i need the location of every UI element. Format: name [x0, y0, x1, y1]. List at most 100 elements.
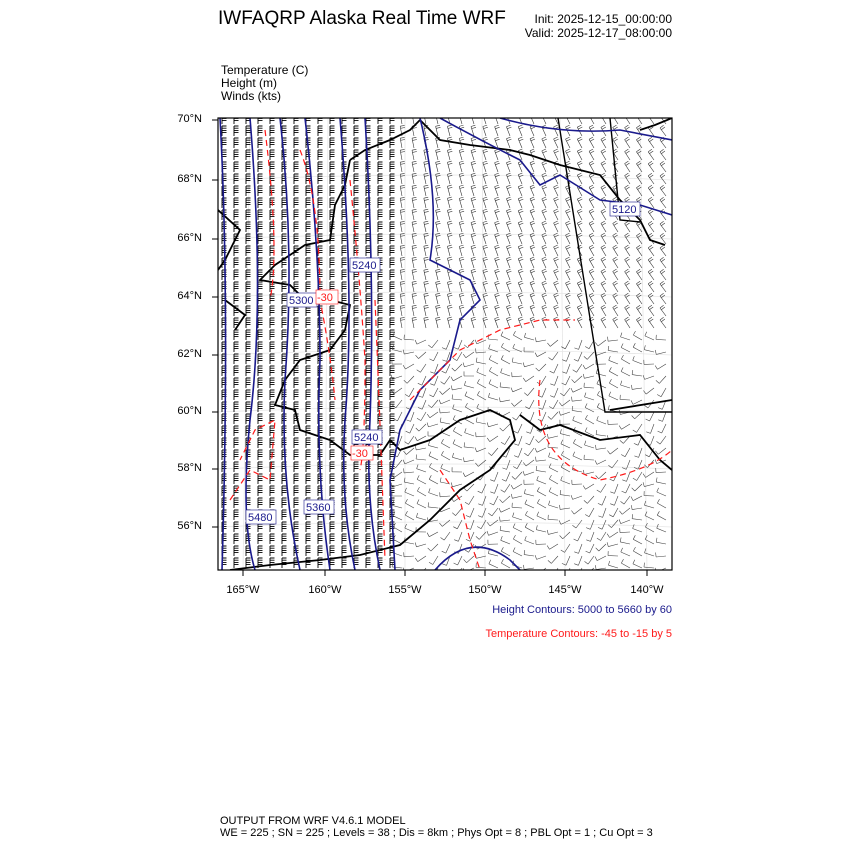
wind-barb: [470, 244, 477, 257]
wind-barb: [525, 435, 535, 446]
wind-barb: [596, 416, 607, 425]
wind-barb: [618, 423, 631, 430]
wind-barb: [452, 351, 463, 361]
wind-barb: [399, 257, 406, 269]
border: [557, 118, 672, 413]
height-contour-label: 5240: [354, 432, 378, 444]
wind-barb: [452, 452, 463, 461]
wind-barb: [510, 483, 523, 490]
wind-barb: [482, 256, 488, 269]
wind-barb: [233, 257, 239, 268]
wind-barb: [317, 305, 323, 316]
height-contour-legend: Height Contours: 5000 to 5660 by 60: [492, 604, 672, 616]
wind-barb: [353, 221, 359, 232]
wind-barb: [399, 245, 406, 257]
wind-barb: [608, 367, 619, 377]
wind-barb: [588, 244, 595, 257]
wind-barb: [365, 281, 371, 292]
wind-barb: [577, 304, 583, 317]
wind-barb: [269, 533, 275, 544]
wind-barb: [403, 447, 415, 455]
wind-barb: [245, 341, 251, 352]
wind-barb: [483, 118, 487, 125]
footer-model: OUTPUT FROM WRF V4.6.1 MODEL: [220, 815, 406, 827]
wind-barb: [643, 387, 655, 395]
wind-barb: [511, 399, 523, 407]
wind-barb: [462, 351, 475, 358]
wind-barb: [245, 137, 251, 148]
wind-barb: [529, 316, 536, 329]
wind-barb: [428, 441, 439, 449]
wind-barb: [447, 124, 453, 137]
wind-barb: [281, 485, 287, 496]
wind-barb: [659, 257, 667, 269]
wind-barb: [624, 148, 631, 161]
wind-barb: [597, 519, 607, 530]
wind-barb: [233, 125, 239, 136]
wind-barb: [571, 405, 583, 413]
wind-barb: [565, 304, 571, 317]
wind-barb: [281, 365, 287, 376]
wind-barb: [317, 377, 323, 388]
wind-barb: [257, 533, 263, 544]
wind-barb: [547, 442, 559, 449]
wind-barb: [470, 268, 477, 281]
wind-barb: [458, 304, 465, 317]
wind-barb: [423, 244, 429, 257]
wind-barb: [632, 423, 643, 433]
wind-barb: [435, 184, 441, 197]
wind-barb: [541, 160, 548, 173]
wind-barb: [377, 221, 383, 232]
wind-barb: [293, 209, 299, 220]
wind-barb: [365, 329, 371, 340]
wind-barb: [659, 245, 667, 257]
wind-barb: [574, 339, 583, 350]
wind-barb: [281, 197, 287, 208]
wind-barb: [305, 353, 311, 364]
wind-barb: [450, 375, 463, 382]
wind-barb: [353, 137, 359, 148]
wind-barb: [329, 473, 335, 484]
wind-barb: [257, 341, 263, 352]
wind-barb: [584, 555, 595, 565]
wind-barb: [439, 492, 451, 498]
wind-barb: [233, 557, 239, 568]
wind-barb: [553, 292, 559, 305]
wind-barb: [377, 521, 383, 532]
wind-barb: [470, 148, 477, 161]
wind-barb: [269, 149, 275, 160]
wind-barb: [547, 433, 559, 439]
wind-barb: [512, 512, 523, 521]
wind-barb: [269, 389, 275, 400]
wind-barb: [462, 362, 475, 368]
wind-barb: [233, 293, 239, 304]
wind-barb: [430, 375, 439, 386]
wind-barb: [541, 244, 548, 257]
wind-barb: [596, 531, 607, 541]
wind-barb: [365, 557, 371, 568]
wind-barb: [619, 394, 631, 401]
wind-barb: [498, 507, 511, 513]
wind-barb: [536, 511, 547, 521]
wind-barb: [389, 449, 395, 460]
wind-barb: [494, 220, 500, 233]
wind-barb: [482, 160, 488, 173]
wind-barb: [281, 245, 287, 256]
wind-barb: [624, 316, 631, 329]
wind-barb: [281, 209, 287, 220]
wind-barb: [317, 389, 323, 400]
wind-barb: [293, 437, 299, 448]
wind-barb: [389, 557, 395, 568]
wind-barb: [541, 280, 548, 293]
wind-barb: [559, 490, 571, 497]
wind-barb: [221, 137, 227, 148]
wind-barb: [293, 197, 299, 208]
wind-barb: [655, 552, 667, 558]
wind-barb: [428, 451, 439, 461]
wind-barb: [399, 305, 406, 317]
wind-barb: [632, 471, 643, 481]
wind-barb: [482, 124, 488, 137]
map-frame: [217, 117, 673, 571]
wind-barb: [233, 221, 239, 232]
wind-barb: [281, 545, 287, 556]
